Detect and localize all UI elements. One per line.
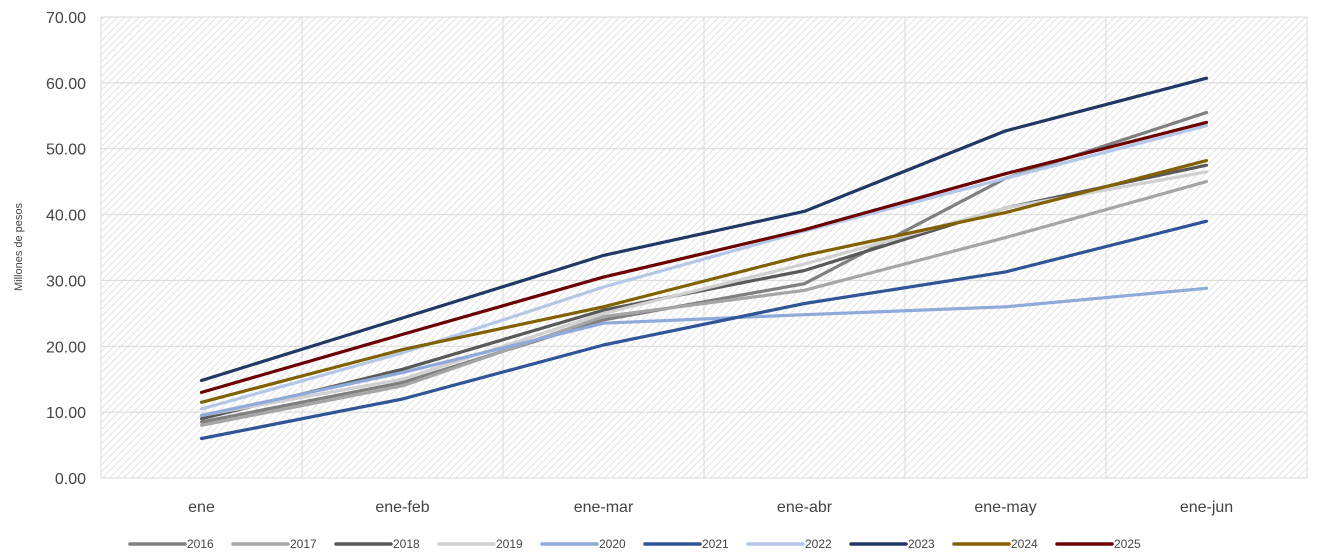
legend-label: 2019 bbox=[496, 537, 523, 551]
legend-item-2021: 2021 bbox=[643, 537, 729, 551]
legend-item-2019: 2019 bbox=[437, 537, 523, 551]
legend-item-2025: 2025 bbox=[1055, 537, 1141, 551]
series-line-2019 bbox=[199, 170, 1209, 417]
series-line-2016 bbox=[199, 110, 1209, 424]
gridlines bbox=[100, 16, 1308, 479]
legend-label: 2024 bbox=[1011, 537, 1038, 551]
x-tick-label: ene-jun bbox=[1180, 499, 1233, 516]
series-line-2025 bbox=[199, 120, 1209, 394]
y-tick-label: 40.00 bbox=[46, 208, 86, 225]
y-axis-title: Millones de pesos bbox=[13, 202, 25, 291]
y-tick-label: 70.00 bbox=[46, 10, 86, 27]
y-axis: 0.00 10.00 20.00 30.00 40.00 50.00 60.00 70.00 bbox=[46, 10, 86, 488]
legend-label: 2017 bbox=[290, 537, 317, 551]
legend-item-2018: 2018 bbox=[334, 537, 420, 551]
x-tick-label: ene-feb bbox=[375, 499, 429, 516]
series-lines bbox=[199, 76, 1209, 441]
y-tick-label: 60.00 bbox=[46, 76, 86, 93]
legend-label: 2023 bbox=[908, 537, 935, 551]
legend-label: 2025 bbox=[1114, 537, 1141, 551]
series-line-2017 bbox=[199, 180, 1209, 427]
series-line-2021 bbox=[199, 219, 1209, 441]
y-tick-label: 50.00 bbox=[46, 142, 86, 159]
x-tick-label: ene bbox=[188, 499, 215, 516]
legend-label: 2016 bbox=[187, 537, 214, 551]
series-line-2024 bbox=[199, 159, 1209, 404]
legend-item-2023: 2023 bbox=[849, 537, 935, 551]
legend-label: 2018 bbox=[393, 537, 420, 551]
x-tick-label: ene-may bbox=[974, 499, 1036, 516]
x-tick-label: ene-mar bbox=[574, 499, 634, 516]
legend-item-2024: 2024 bbox=[952, 537, 1038, 551]
y-tick-label: 0.00 bbox=[55, 471, 86, 488]
y-tick-label: 10.00 bbox=[46, 405, 86, 422]
legend-item-2017: 2017 bbox=[231, 537, 317, 551]
y-tick-label: 30.00 bbox=[46, 273, 86, 290]
legend-item-2022: 2022 bbox=[746, 537, 832, 551]
series-line-2020 bbox=[199, 286, 1209, 417]
legend-item-2020: 2020 bbox=[540, 537, 626, 551]
legend-label: 2022 bbox=[805, 537, 832, 551]
legend-label: 2021 bbox=[702, 537, 729, 551]
series-line-2023 bbox=[199, 76, 1209, 383]
legend: 2016 2017 2018 2019 2020 2021 2022 2023 2024 2025 bbox=[128, 537, 1141, 551]
series-line-2022 bbox=[199, 124, 1209, 411]
legend-label: 2020 bbox=[599, 537, 626, 551]
x-tick-label: ene-abr bbox=[777, 499, 833, 516]
y-tick-label: 20.00 bbox=[46, 339, 86, 356]
legend-item-2016: 2016 bbox=[128, 537, 214, 551]
x-axis: ene ene-feb ene-mar ene-abr ene-may ene-jun bbox=[188, 499, 1233, 516]
